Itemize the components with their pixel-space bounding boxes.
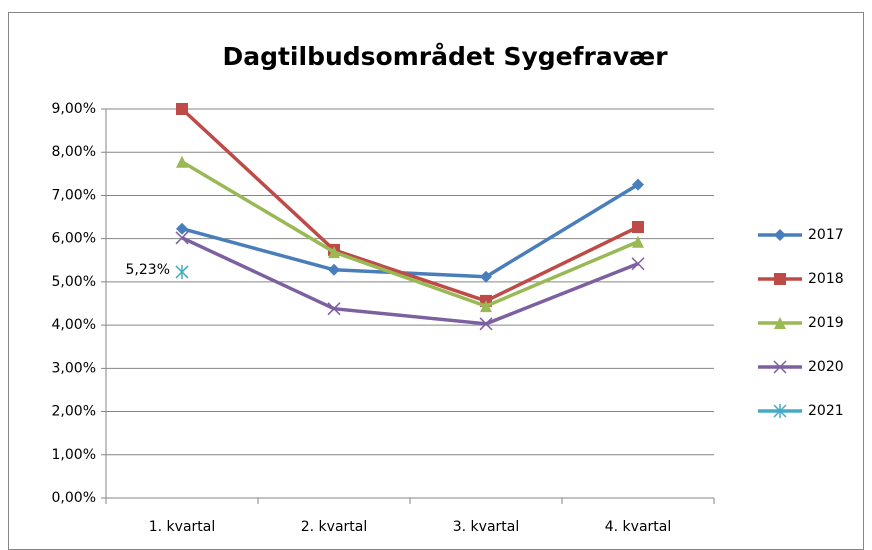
y-tick-label: 5,00%: [52, 274, 96, 290]
chart-title: Dagtilbudsområdet Sygefravær: [222, 42, 668, 71]
series-line: [180, 107, 639, 303]
marker: [175, 264, 189, 279]
marker: [328, 263, 340, 276]
y-tick-label: 3,00%: [52, 360, 96, 376]
marker: [480, 270, 492, 283]
y-tick-label: 4,00%: [52, 317, 96, 333]
series-line: [181, 160, 639, 308]
legend-marker: [774, 273, 786, 285]
legend-marker: [773, 404, 787, 418]
marker: [175, 231, 189, 245]
marker: [479, 317, 493, 331]
series-line: [181, 236, 639, 326]
x-tick-label: 1. kvartal: [149, 519, 216, 535]
x-tick-label: 2. kvartal: [301, 519, 368, 535]
legend-label: 2018: [808, 271, 844, 287]
marker: [176, 222, 188, 235]
legend-label: 2019: [808, 315, 844, 331]
legend-label: 2017: [808, 227, 844, 243]
marker: [176, 155, 188, 168]
legend-marker: [773, 360, 787, 374]
y-tick-label: 6,00%: [52, 231, 96, 247]
y-tick-label: 9,00%: [52, 101, 96, 117]
data-label: 5,23%: [126, 262, 170, 278]
legend-label: 2020: [808, 359, 844, 375]
marker: [632, 178, 644, 191]
marker: [328, 246, 340, 259]
marker: [176, 103, 188, 115]
series-line: [181, 183, 639, 279]
marker: [632, 235, 644, 248]
legend-label: 2021: [808, 403, 844, 419]
x-tick-label: 3. kvartal: [453, 519, 520, 535]
y-tick-label: 2,00%: [52, 404, 96, 420]
marker: [631, 257, 645, 271]
marker: [327, 302, 341, 316]
legend-marker: [774, 229, 786, 241]
y-tick-label: 0,00%: [52, 490, 96, 506]
y-tick-label: 1,00%: [52, 447, 96, 463]
marker: [480, 300, 492, 313]
chart-border: [8, 12, 864, 550]
y-tick-label: 7,00%: [52, 187, 96, 203]
x-tick-label: 4. kvartal: [605, 519, 672, 535]
legend-marker: [774, 317, 786, 329]
y-tick-label: 8,00%: [52, 144, 96, 160]
marker: [632, 220, 644, 233]
